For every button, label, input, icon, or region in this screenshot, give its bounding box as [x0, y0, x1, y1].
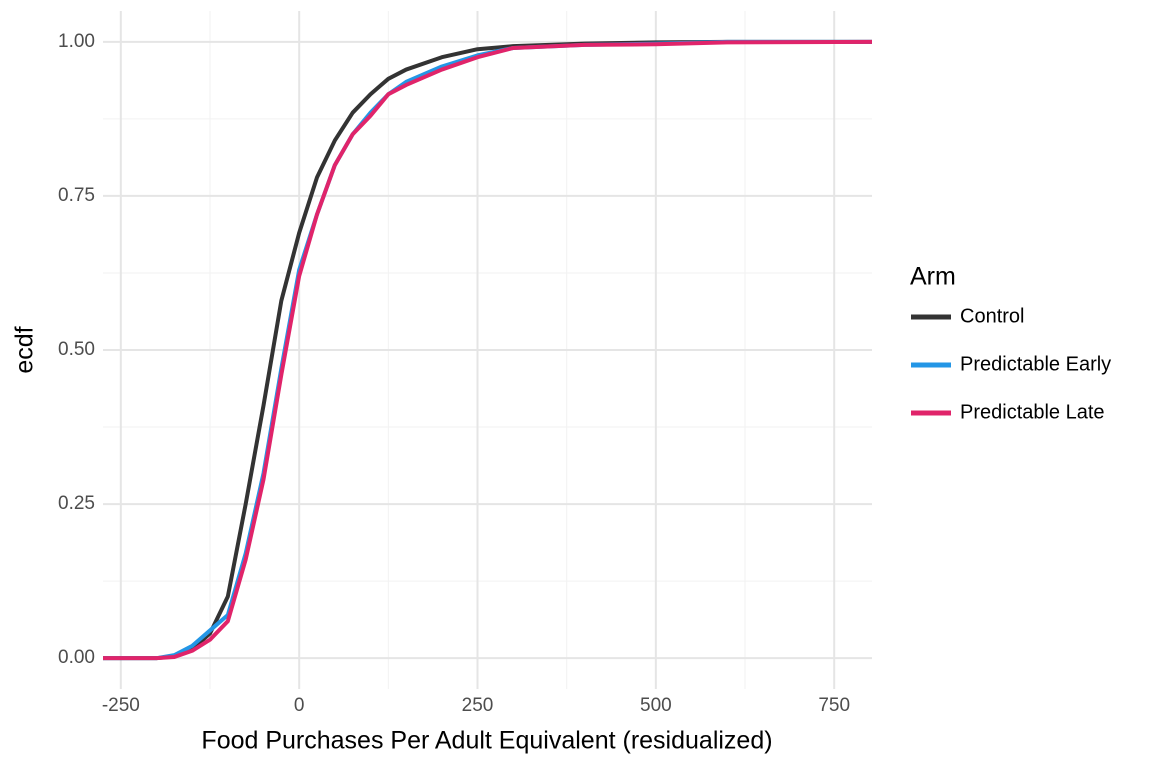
series-line — [103, 39, 873, 661]
y-tick-label: 0.25 — [58, 493, 95, 514]
x-tick-label: 250 — [462, 695, 494, 716]
y-tick-label: 0.75 — [58, 185, 95, 206]
x-axis-title: Food Purchases Per Adult Equivalent (res… — [201, 727, 772, 755]
legend-title: Arm — [910, 263, 956, 291]
y-axis-title: ecdf — [11, 326, 39, 373]
x-tick-label: 750 — [818, 695, 850, 716]
x-tick-label: 500 — [640, 695, 672, 716]
x-tick-label: -250 — [102, 695, 140, 716]
y-tick-label: 0.00 — [58, 647, 95, 668]
y-tick-label: 0.50 — [58, 339, 95, 360]
legend-label: Predictable Early — [960, 353, 1111, 375]
legend-label: Predictable Late — [960, 401, 1105, 423]
x-tick-label: 0 — [294, 695, 305, 716]
y-tick-label: 1.00 — [58, 31, 95, 52]
legend-label: Control — [960, 305, 1024, 327]
